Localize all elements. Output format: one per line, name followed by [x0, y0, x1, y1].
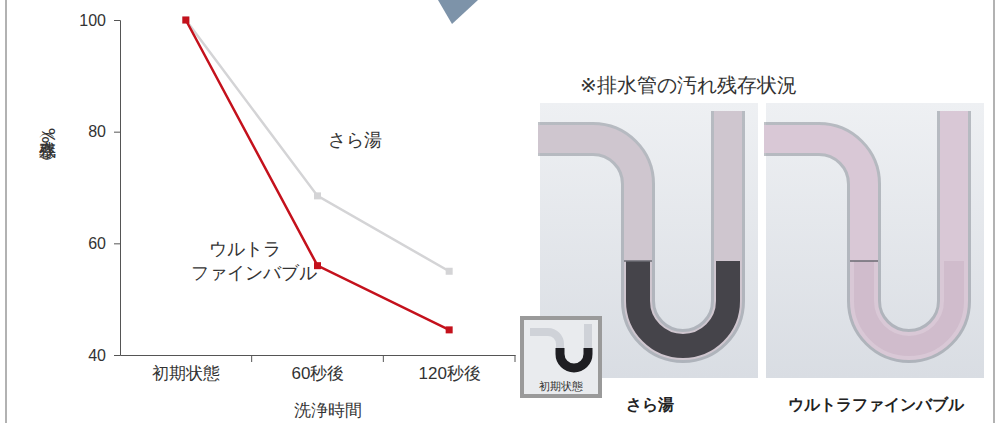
- inset-frame: [522, 318, 600, 396]
- inset-label: 初期状態: [539, 380, 583, 393]
- x-tick-label: 120秒後: [418, 364, 480, 383]
- y-tick-mark: [114, 355, 120, 356]
- plot-marks: [182, 17, 452, 334]
- y-tick: 40: [88, 347, 120, 364]
- y-tick-label: 60: [88, 235, 106, 252]
- y-tick-label: 80: [88, 123, 106, 140]
- y-axis: 40 60 80 100: [79, 12, 120, 364]
- x-separator: [383, 355, 384, 362]
- pipe-outline: [538, 111, 728, 346]
- y-tick-mark: [114, 132, 120, 133]
- pipe-photo: [764, 103, 984, 378]
- y-tick: 100: [79, 12, 120, 29]
- pipe-residue: [638, 261, 728, 346]
- pipe-residue: [864, 261, 954, 346]
- x-axis-line: [121, 355, 516, 356]
- x-axis-title: 洗浄時間: [294, 400, 362, 420]
- pipe: [538, 111, 728, 346]
- y-tick: 80: [88, 123, 120, 140]
- series-marker: [182, 17, 189, 24]
- pipe-joint: [624, 260, 652, 262]
- arrow: [438, 0, 478, 24]
- inset-label-bg: [524, 376, 598, 394]
- photo-title: ※排水管の汚れ残存状況: [580, 73, 797, 97]
- series-marker: [182, 17, 189, 24]
- photo-caption: ウルトラファインバブル: [788, 395, 965, 414]
- pipe: [764, 111, 954, 346]
- x-tick: 120秒後: [418, 355, 480, 383]
- frame-right: [993, 0, 995, 423]
- series-marker: [446, 268, 453, 275]
- series-line: [186, 20, 449, 271]
- series-label: さら湯: [328, 129, 382, 150]
- x-axis: 初期状態 60秒後 120秒後: [121, 355, 516, 383]
- y-axis-title: 残存率（%）: [38, 128, 58, 160]
- frame-left: [5, 0, 7, 423]
- pipe-outline: [764, 111, 954, 346]
- pipe-joint: [850, 260, 878, 262]
- x-tick: 60秒後: [292, 355, 345, 383]
- y-tick: 60: [88, 235, 120, 252]
- series-marker: [446, 326, 453, 333]
- x-tick-label: 初期状態: [152, 364, 220, 383]
- y-tick-mark: [114, 243, 120, 244]
- series-label: ウルトラファインバブル: [191, 238, 317, 283]
- x-tick-label: 60秒後: [292, 364, 345, 383]
- x-tick: 初期状態: [152, 355, 220, 383]
- x-separator: [251, 355, 252, 362]
- y-tick-label: 40: [88, 347, 106, 364]
- y-axis-line: [114, 21, 121, 356]
- y-tick-label: 100: [79, 12, 106, 29]
- y-tick-mark: [114, 20, 120, 21]
- x-separator: [515, 355, 516, 362]
- series-marker: [314, 192, 321, 199]
- inset-pipe: [530, 324, 588, 368]
- inset-residue: [560, 348, 588, 368]
- photo-caption: さら湯: [626, 395, 674, 414]
- inset-photo: 初期状態: [522, 318, 600, 396]
- series-line: [186, 20, 449, 330]
